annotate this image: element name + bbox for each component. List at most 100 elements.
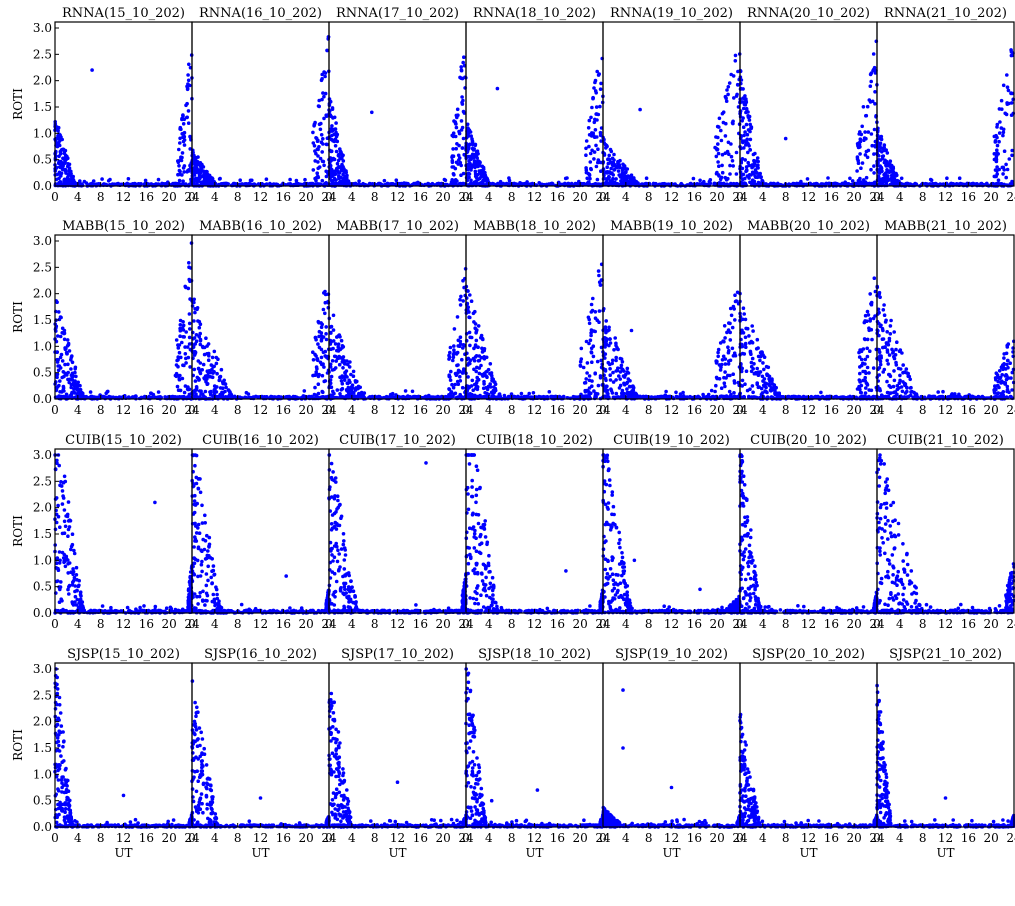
data-point xyxy=(861,181,865,185)
data-point xyxy=(394,178,399,182)
data-point xyxy=(178,334,182,339)
data-point xyxy=(584,139,589,143)
data-point xyxy=(91,179,96,183)
data-point xyxy=(741,87,745,91)
data-point xyxy=(316,374,321,379)
data-point xyxy=(547,390,552,394)
data-point xyxy=(321,307,326,312)
data-point xyxy=(1004,175,1008,180)
data-point xyxy=(341,355,346,359)
data-point xyxy=(100,177,104,181)
data-point xyxy=(596,73,601,77)
data-point xyxy=(188,134,192,139)
data-point xyxy=(154,182,158,186)
data-point xyxy=(174,338,179,342)
data-point xyxy=(724,121,728,126)
data-point xyxy=(117,395,122,399)
data-point xyxy=(203,389,208,394)
data-point xyxy=(859,166,863,170)
data-point xyxy=(744,169,748,174)
panel-title: RNNA(17_10_202) xyxy=(336,6,459,21)
data-point xyxy=(587,317,591,322)
data-point xyxy=(467,361,471,365)
data-point xyxy=(959,182,964,186)
data-point xyxy=(188,365,192,369)
x-tick-label: 16 xyxy=(687,190,702,204)
data-point xyxy=(485,387,490,392)
data-point xyxy=(180,155,184,160)
y-tick-label: 3.0 xyxy=(33,21,52,35)
data-point xyxy=(488,371,492,376)
data-point xyxy=(339,388,344,392)
data-point xyxy=(724,96,728,100)
data-point xyxy=(332,132,336,137)
data-point xyxy=(84,181,89,185)
data-point xyxy=(467,330,472,335)
data-point xyxy=(184,356,188,361)
data-point xyxy=(857,132,861,136)
data-point xyxy=(755,156,760,160)
x-tick-label: 4 xyxy=(759,190,767,204)
data-point xyxy=(872,127,877,132)
x-tick-label: 8 xyxy=(371,190,379,204)
data-point xyxy=(216,357,220,362)
data-point xyxy=(589,166,593,171)
data-point xyxy=(872,65,877,70)
data-point xyxy=(238,178,242,182)
data-point xyxy=(187,335,192,340)
data-point xyxy=(336,342,341,347)
data-point xyxy=(727,152,731,156)
data-point xyxy=(720,170,725,175)
data-point xyxy=(338,392,342,396)
data-point xyxy=(470,137,474,141)
data-point xyxy=(461,136,466,141)
data-point xyxy=(143,178,148,183)
data-point xyxy=(457,131,462,136)
data-point xyxy=(201,345,205,350)
data-point xyxy=(872,171,876,175)
data-point xyxy=(314,370,319,374)
data-point xyxy=(581,394,586,399)
data-point xyxy=(192,297,196,302)
data-point xyxy=(194,178,198,183)
data-point xyxy=(855,157,860,161)
x-tick-label: 20 xyxy=(299,403,314,417)
data-point xyxy=(592,157,596,161)
data-point xyxy=(88,390,93,394)
x-tick-label: 20 xyxy=(984,190,999,204)
data-point xyxy=(466,356,471,361)
data-point xyxy=(584,170,589,175)
data-point xyxy=(462,55,466,59)
data-point xyxy=(709,388,714,393)
data-point xyxy=(1000,107,1004,111)
data-point xyxy=(538,182,543,186)
data-point xyxy=(343,175,347,179)
data-point xyxy=(126,177,131,181)
data-point xyxy=(592,134,596,138)
data-point xyxy=(203,180,208,185)
data-point xyxy=(607,153,611,158)
data-point xyxy=(606,157,610,162)
data-point xyxy=(597,273,601,278)
data-point xyxy=(458,335,463,340)
data-point xyxy=(721,394,726,399)
data-point xyxy=(313,120,317,125)
data-point xyxy=(194,392,198,396)
data-point xyxy=(459,173,463,177)
data-point xyxy=(319,355,324,360)
data-point xyxy=(1001,83,1006,88)
data-point xyxy=(649,395,654,399)
data-point xyxy=(68,394,72,398)
data-point xyxy=(311,358,316,362)
data-point xyxy=(726,140,731,145)
data-point xyxy=(585,371,589,375)
data-point xyxy=(329,149,334,153)
x-tick-label: 8 xyxy=(919,190,927,204)
data-point xyxy=(324,325,329,329)
data-point xyxy=(61,370,66,374)
data-point xyxy=(625,167,630,171)
data-point xyxy=(63,346,67,350)
data-point xyxy=(729,72,733,77)
data-point xyxy=(190,304,195,308)
data-point xyxy=(723,175,728,180)
